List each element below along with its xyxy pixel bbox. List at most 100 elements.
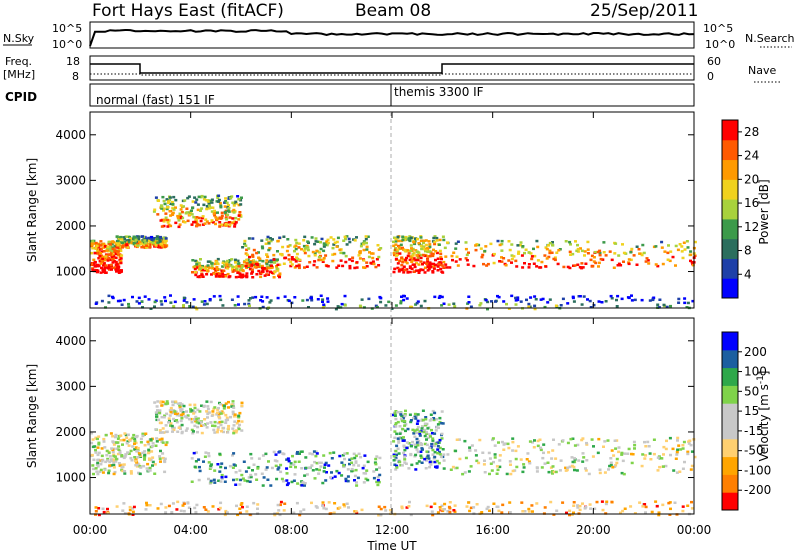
scatter-cell [558,469,562,472]
scatter-cell [277,509,281,512]
colorbar-tick-label: -50 [744,444,764,458]
scatter-cell [257,269,261,273]
scatter-cell [440,508,444,511]
scatter-cell [429,263,432,266]
scatter-cell [601,258,605,261]
scatter-cell [374,457,378,461]
scatter-cell [201,268,205,271]
scatter-cell [119,439,123,442]
scatter-cell [202,460,205,463]
scatter-cell [111,435,115,438]
scatter-cell [255,251,259,255]
scatter-cell [163,470,167,474]
scatter-cell [266,235,270,239]
scatter-cell [428,446,432,450]
colorbar-tick-label: 28 [744,125,759,139]
scatter-cell [102,264,105,267]
scatter-cell [169,424,172,427]
scatter-cell [229,415,232,419]
scatter-cell [413,435,417,438]
scatter-cell [91,438,95,441]
scatter-cell [231,217,235,220]
scatter-cell [352,238,355,241]
scatter-cell [482,262,485,266]
scatter-cell [224,200,228,203]
scatter-cell [500,242,504,246]
scatter-cell [675,453,679,456]
scatter-cell [224,197,228,200]
scatter-cell [623,452,627,455]
scatter-cell [578,504,582,508]
scatter-cell [640,464,644,468]
scatter-cell [209,400,213,404]
scatter-cell [178,406,182,409]
scatter-cell [201,215,205,218]
scatter-cell [269,239,273,243]
scatter-cell [399,464,403,467]
scatter-cell [453,305,457,308]
scatter-cell [586,298,589,301]
x-tick-label: 00:00 [73,523,108,537]
scatter-cell [220,476,224,479]
scatter-cell [362,266,365,269]
scatter-cell [666,251,670,255]
scatter-cell [183,415,187,418]
scatter-cell [682,440,686,444]
scatter-cell [351,256,355,259]
scatter-cell [172,208,176,211]
scatter-cell [201,275,205,278]
scatter-cell [217,406,220,410]
scatter-cell [619,264,623,267]
scatter-cell [657,511,661,514]
scatter-cell [221,265,225,268]
scatter-cell [375,258,379,261]
scatter-cell [557,249,561,252]
scatter-cell [192,451,196,455]
scatter-cell [412,241,416,244]
scatter-cell [164,424,168,427]
scatter-cell [96,269,100,272]
scatter-cell [578,508,582,512]
scatter-cell [94,467,98,470]
scatter-cell [137,237,141,241]
scatter-cell [209,479,213,483]
scatter-cell [204,508,208,511]
scatter-cell [396,411,400,414]
scatter-cell [327,464,331,467]
scatter-cell [413,455,417,458]
scatter-cell [114,457,118,461]
scatter-cell [622,260,625,263]
scatter-cell [348,258,352,261]
scatter-cell [215,430,219,434]
scatter-cell [116,239,120,243]
scatter-cell [585,459,589,462]
scatter-cell [223,264,226,267]
scatter-cell [629,258,633,262]
scatter-cell [398,436,402,439]
scatter-cell [211,267,215,270]
scatter-cell [92,458,96,461]
scatter-cell [458,457,462,461]
y-tick-label: 2000 [55,425,86,439]
scatter-cell [267,460,270,463]
scatter-cell [498,260,502,263]
scatter-cell [106,507,109,511]
scatter-cell [683,460,686,464]
scatter-cell [575,249,579,253]
scatter-cell [676,448,680,451]
scatter-cell [248,480,252,483]
freq-unit-label: [MHz] [3,68,35,81]
scatter-cell [156,409,159,412]
scatter-cell [268,237,272,240]
scatter-cell [585,443,589,446]
scatter-cell [319,461,323,465]
date-label: 25/Sep/2011 [590,1,698,21]
scatter-cell [423,422,427,425]
scatter-cell [97,458,101,462]
scatter-cell [221,272,225,276]
scatter-cell [158,240,162,244]
scatter-cell [543,506,547,509]
scatter-cell [448,507,452,510]
scatter-cell [536,245,540,249]
scatter-cell [210,210,214,213]
